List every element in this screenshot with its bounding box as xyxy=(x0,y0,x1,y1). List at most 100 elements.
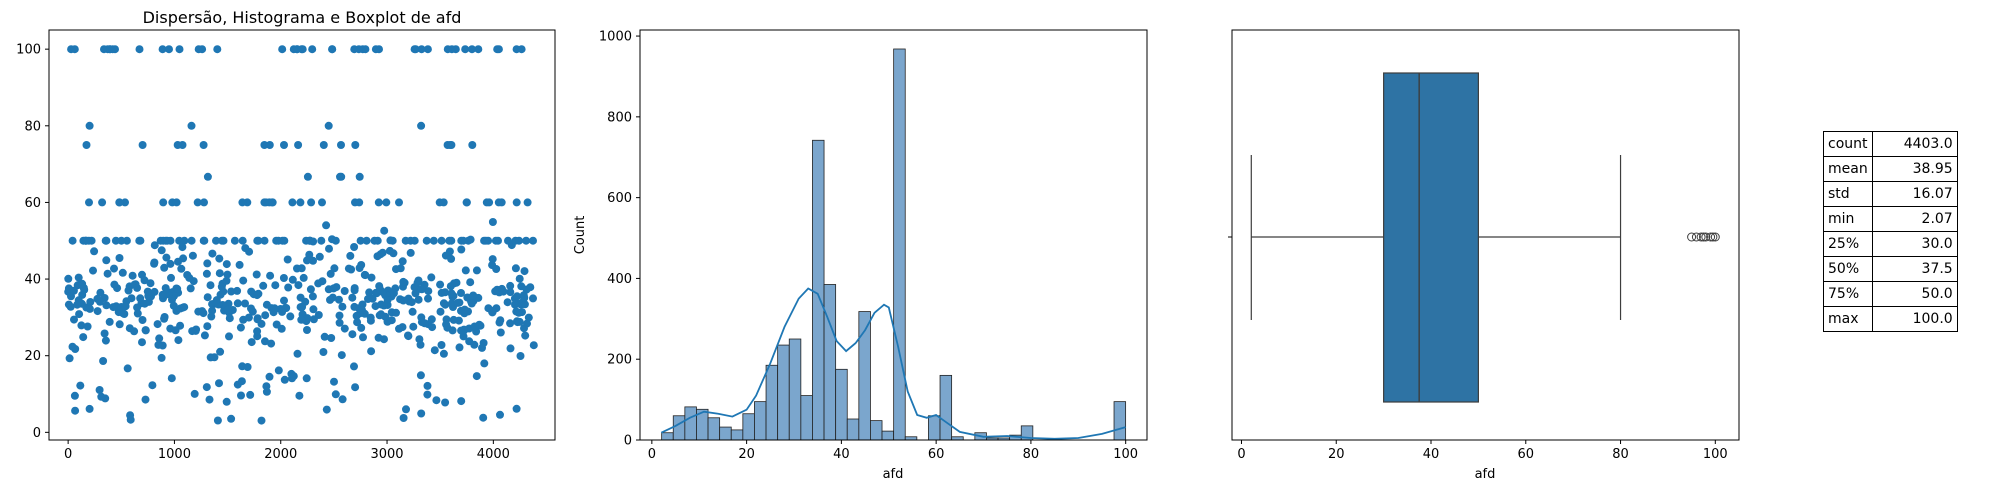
histogram-bar xyxy=(707,417,721,441)
scatter-point xyxy=(243,363,252,371)
scatter-point xyxy=(328,235,336,244)
histogram-xlabel: afd xyxy=(883,467,904,482)
scatter-point xyxy=(180,236,189,245)
scatter-point xyxy=(366,313,375,322)
scatter-point xyxy=(519,297,528,306)
scatter-point xyxy=(400,278,409,287)
scatter-point xyxy=(222,276,231,285)
scatter-point xyxy=(515,236,523,245)
scatter-point xyxy=(404,331,412,340)
scatter-point xyxy=(513,292,522,301)
scatter-point xyxy=(114,308,123,317)
scatter-point xyxy=(493,45,502,54)
scatter-point xyxy=(515,299,524,308)
scatter-point xyxy=(159,198,168,207)
scatter-point xyxy=(172,198,181,207)
scatter-point xyxy=(185,273,194,282)
scatter-point xyxy=(265,372,274,381)
scatter-point xyxy=(278,236,287,245)
scatter-point xyxy=(467,297,475,306)
scatter-point xyxy=(350,362,358,371)
scatter-point xyxy=(414,276,423,285)
stats-key: 25% xyxy=(1823,231,1873,257)
scatter-point xyxy=(522,285,531,294)
scatter-point xyxy=(101,394,110,403)
scatter-point xyxy=(237,377,246,386)
scatter-point xyxy=(499,287,508,296)
scatter-point xyxy=(389,289,398,298)
scatter-point xyxy=(377,310,385,319)
scatter-point xyxy=(301,297,310,306)
scatter-point xyxy=(305,236,314,245)
scatter-point xyxy=(138,270,146,279)
scatter-point xyxy=(446,282,455,291)
scatter-point xyxy=(99,357,108,365)
scatter-point xyxy=(396,295,405,304)
boxplot-ticks: 0 20 40 60 80 100 xyxy=(1228,236,1728,462)
scatter-point xyxy=(307,198,316,207)
scatter-point xyxy=(160,263,169,272)
scatter-point xyxy=(141,326,150,335)
stats-key: mean xyxy=(1823,156,1873,182)
scatter-point xyxy=(203,259,212,268)
scatter-point xyxy=(460,305,469,314)
scatter-point xyxy=(457,236,466,245)
scatter-point xyxy=(506,344,515,353)
scatter-point xyxy=(64,284,73,293)
scatter-point xyxy=(150,287,159,296)
scatter-point xyxy=(337,172,346,181)
scatter-point xyxy=(207,312,216,321)
scatter-point xyxy=(479,413,488,422)
scatter-point xyxy=(188,251,197,260)
scatter-point xyxy=(237,391,245,400)
scatter-point xyxy=(308,45,317,54)
scatter-point xyxy=(439,349,448,358)
scatter-point xyxy=(358,45,367,54)
scatter-point xyxy=(335,311,344,320)
scatter-point xyxy=(423,381,432,390)
scatter-point xyxy=(68,342,77,351)
scatter-point xyxy=(177,264,186,273)
scatter-point xyxy=(495,318,504,327)
scatter-point xyxy=(247,338,256,347)
scatter-point xyxy=(422,236,431,245)
scatter-point xyxy=(252,270,261,279)
scatter-point xyxy=(445,247,454,256)
scatter-point xyxy=(137,299,146,308)
scatter-point xyxy=(299,273,308,282)
scatter-point xyxy=(280,296,288,305)
scatter-point xyxy=(468,141,477,149)
scatter-point xyxy=(294,281,303,290)
scatter-point xyxy=(278,307,287,316)
scatter-point xyxy=(380,226,389,235)
scatter-point xyxy=(439,198,448,207)
scatter-point xyxy=(482,198,491,207)
scatter-point xyxy=(451,45,460,54)
scatter-point xyxy=(371,45,380,54)
scatter-point xyxy=(167,273,175,282)
scatter-point xyxy=(130,327,139,336)
scatter-point xyxy=(121,302,130,311)
scatter-point xyxy=(410,236,419,245)
histogram-bar xyxy=(1113,401,1127,441)
scatter-point xyxy=(126,415,135,424)
scatter-point xyxy=(160,313,169,321)
scatter-point xyxy=(73,300,82,309)
scatter-point xyxy=(468,45,476,54)
scatter-point xyxy=(347,265,356,274)
scatter-point xyxy=(465,337,474,346)
scatter-point xyxy=(284,283,293,292)
scatter-point xyxy=(260,198,269,207)
scatter-point xyxy=(395,198,403,207)
scatter-point xyxy=(512,307,521,316)
scatter-point xyxy=(303,256,311,265)
scatter-point xyxy=(159,236,168,245)
scatter-point xyxy=(428,323,437,332)
scatter-point xyxy=(123,364,132,373)
scatter-point xyxy=(406,248,415,257)
scatter-point xyxy=(93,307,102,316)
scatter-point xyxy=(494,45,503,54)
scatter-point xyxy=(318,198,326,207)
scatter-point xyxy=(238,236,247,245)
scatter-point xyxy=(383,295,392,304)
